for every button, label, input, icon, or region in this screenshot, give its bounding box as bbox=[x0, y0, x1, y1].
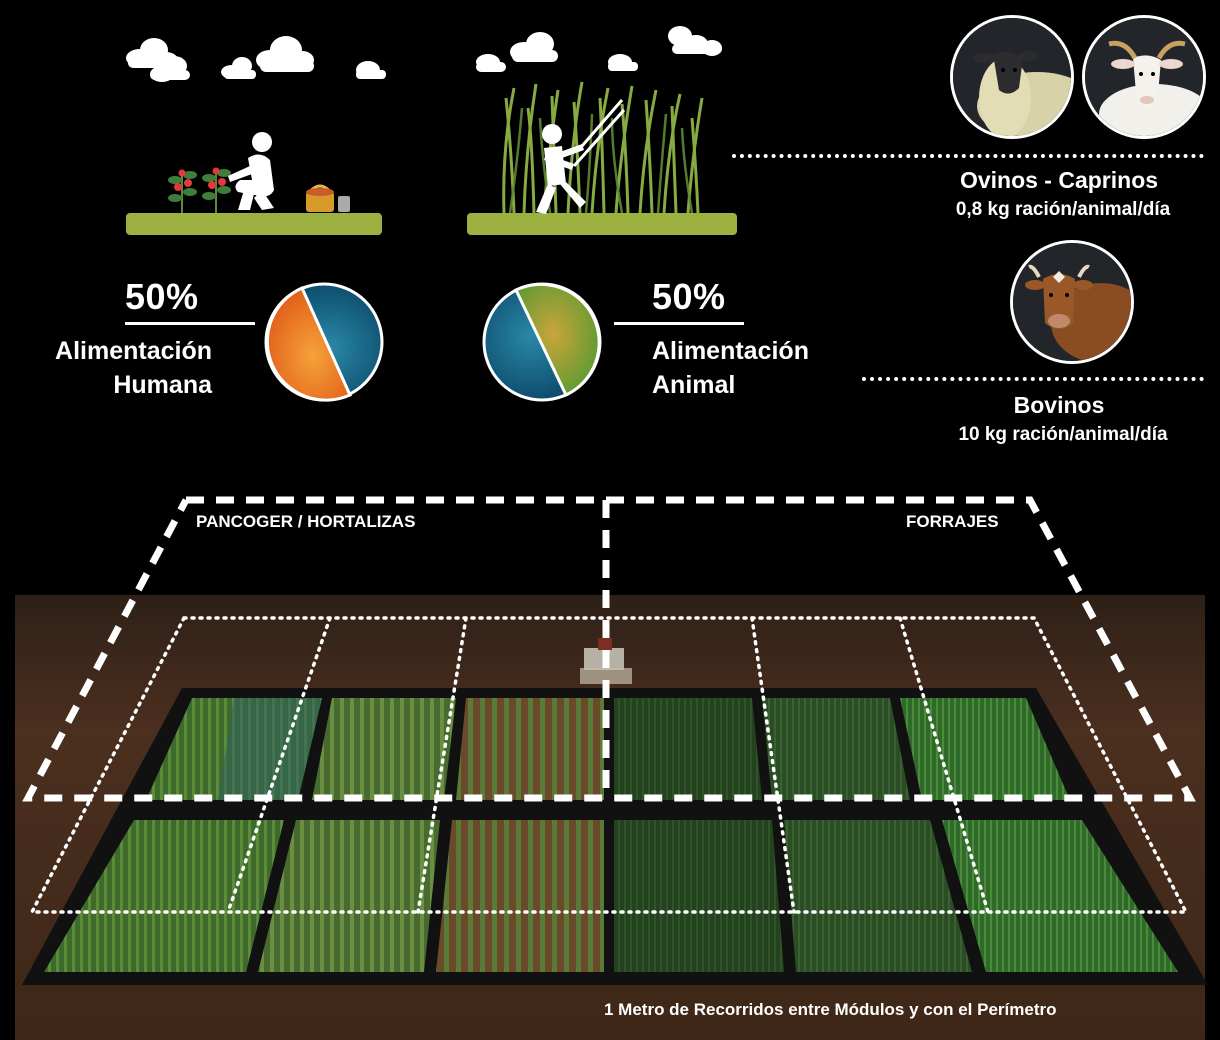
animal-pie-chart bbox=[480, 280, 604, 404]
human-label-line2: Humana bbox=[113, 371, 212, 399]
animal-label-line1: Alimentación bbox=[652, 337, 809, 365]
cloud-icon bbox=[356, 61, 386, 79]
cattle-name: Bovinos bbox=[1013, 392, 1105, 418]
animal-percent-underline bbox=[614, 322, 744, 325]
farmer-cutting-forage-icon bbox=[536, 124, 586, 214]
cloud-icon bbox=[476, 54, 506, 72]
human-percent-underline bbox=[125, 322, 255, 325]
cloud-icon bbox=[668, 26, 722, 56]
cloud-icon bbox=[256, 36, 314, 72]
field-caption: 1 Metro de Recorridos entre Módulos y co… bbox=[604, 1000, 1057, 1019]
human-scene-illustration bbox=[126, 36, 386, 235]
pie-slice-orange bbox=[265, 286, 352, 402]
goat-icon bbox=[1085, 18, 1203, 136]
cloud-icon bbox=[608, 54, 638, 71]
field-illustration bbox=[15, 496, 1208, 1040]
tractor-icon bbox=[580, 638, 632, 684]
cloud-icon bbox=[150, 56, 190, 82]
goat-image bbox=[1082, 15, 1206, 139]
pie-slice-green bbox=[513, 282, 601, 398]
animal-scene-illustration bbox=[467, 26, 737, 235]
cattle-ration: 10 kg ración/animal/día bbox=[958, 424, 1168, 445]
human-pie-chart bbox=[262, 280, 386, 404]
farmer-harvesting-icon bbox=[228, 132, 274, 210]
human-label-line1: Alimentación bbox=[55, 337, 212, 365]
basket-icon bbox=[306, 184, 334, 212]
field-area bbox=[0, 480, 1220, 1040]
sheep-image bbox=[950, 15, 1074, 139]
left-zone-label: PANCOGER / HORTALIZAS bbox=[196, 512, 416, 531]
animal-label: Alimentación Animal bbox=[652, 334, 809, 402]
cloud-icon bbox=[510, 32, 558, 62]
human-label: Alimentación Humana bbox=[24, 334, 212, 402]
human-percent: 50% bbox=[125, 276, 199, 317]
cloud-icon bbox=[221, 57, 256, 79]
small-ruminants-ration: 0,8 kg ración/animal/día bbox=[955, 199, 1171, 220]
human-scene bbox=[120, 30, 390, 240]
small-ruminants-name: Ovinos - Caprinos bbox=[959, 167, 1159, 193]
small-ruminants-divider bbox=[732, 154, 1204, 158]
animal-label-line2: Animal bbox=[652, 371, 736, 399]
cattle-divider bbox=[862, 377, 1204, 381]
animal-percent: 50% bbox=[652, 276, 726, 317]
right-zone-label: FORRAJES bbox=[906, 512, 999, 531]
cow-icon bbox=[1013, 243, 1131, 361]
cow-image bbox=[1010, 240, 1134, 364]
animal-scene bbox=[462, 18, 742, 240]
sheep-icon bbox=[953, 18, 1071, 136]
